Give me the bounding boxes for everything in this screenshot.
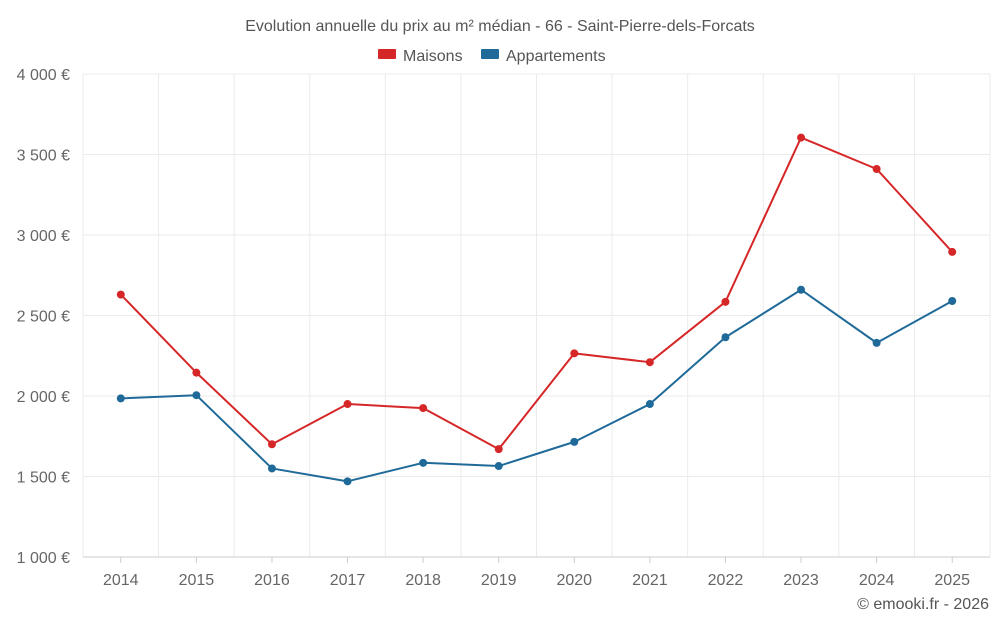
legend: Maisons Appartements (378, 48, 606, 65)
legend-item-appartements[interactable]: Appartements (481, 48, 606, 65)
data-point-maisons[interactable] (645, 358, 654, 367)
x-tick-label: 2015 (179, 572, 215, 589)
legend-label-appartements: Appartements (506, 48, 606, 65)
credit-text: © emooki.fr - 2026 (857, 596, 989, 613)
x-tick-label: 2022 (708, 572, 744, 589)
y-tick-label: 4 000 € (17, 67, 70, 84)
data-point-maisons[interactable] (797, 133, 806, 142)
data-point-maisons[interactable] (116, 290, 125, 299)
data-point-appartements[interactable] (570, 437, 579, 446)
x-tick-label: 2019 (481, 572, 517, 589)
data-point-appartements[interactable] (948, 297, 957, 306)
series-line-maisons (120, 136, 953, 451)
x-tick-label: 2023 (783, 572, 819, 589)
legend-label-maisons: Maisons (403, 48, 463, 65)
data-point-maisons[interactable] (419, 404, 428, 413)
series (116, 133, 957, 486)
grid (82, 73, 991, 557)
x-tick-label: 2014 (103, 572, 139, 589)
legend-item-maisons[interactable]: Maisons (378, 48, 463, 65)
data-point-appartements[interactable] (343, 477, 352, 486)
y-tick-label: 3 500 € (17, 148, 70, 165)
data-point-maisons[interactable] (948, 247, 957, 256)
x-tick-label: 2018 (405, 572, 441, 589)
x-tick-label: 2025 (934, 572, 970, 589)
y-tick-label: 1 000 € (17, 550, 70, 567)
legend-swatch-maisons (378, 49, 396, 59)
data-point-appartements[interactable] (419, 458, 428, 467)
y-tick-label: 3 000 € (17, 228, 70, 245)
data-point-maisons[interactable] (570, 349, 579, 358)
legend-swatch-appartements (481, 49, 499, 59)
chart-title: Evolution annuelle du prix au m² médian … (245, 18, 755, 35)
x-tick-label: 2024 (859, 572, 895, 589)
y-tick-label: 1 500 € (17, 470, 70, 487)
x-tick-label: 2016 (254, 572, 290, 589)
data-point-appartements[interactable] (645, 400, 654, 409)
series-line-appartements (120, 288, 953, 483)
data-point-appartements[interactable] (494, 462, 503, 471)
data-point-appartements[interactable] (192, 391, 201, 400)
axes: 1 000 € 1 500 € 2 000 € 2 500 € 3 000 € 3 500… (17, 67, 990, 589)
data-point-maisons[interactable] (721, 297, 730, 306)
x-tick-label: 2017 (330, 572, 366, 589)
data-point-appartements[interactable] (797, 285, 806, 294)
data-point-maisons[interactable] (872, 164, 881, 173)
data-point-appartements[interactable] (116, 394, 125, 403)
data-point-appartements[interactable] (872, 338, 881, 347)
y-tick-label: 2 500 € (17, 309, 70, 326)
x-tick-label: 2021 (632, 572, 668, 589)
x-tick-label: 2020 (556, 572, 592, 589)
data-point-maisons[interactable] (343, 400, 352, 409)
data-point-maisons[interactable] (267, 440, 276, 449)
data-point-appartements[interactable] (721, 333, 730, 342)
data-point-appartements[interactable] (267, 464, 276, 473)
data-point-maisons[interactable] (494, 445, 503, 454)
y-tick-label: 2 000 € (17, 389, 70, 406)
data-point-maisons[interactable] (192, 368, 201, 377)
